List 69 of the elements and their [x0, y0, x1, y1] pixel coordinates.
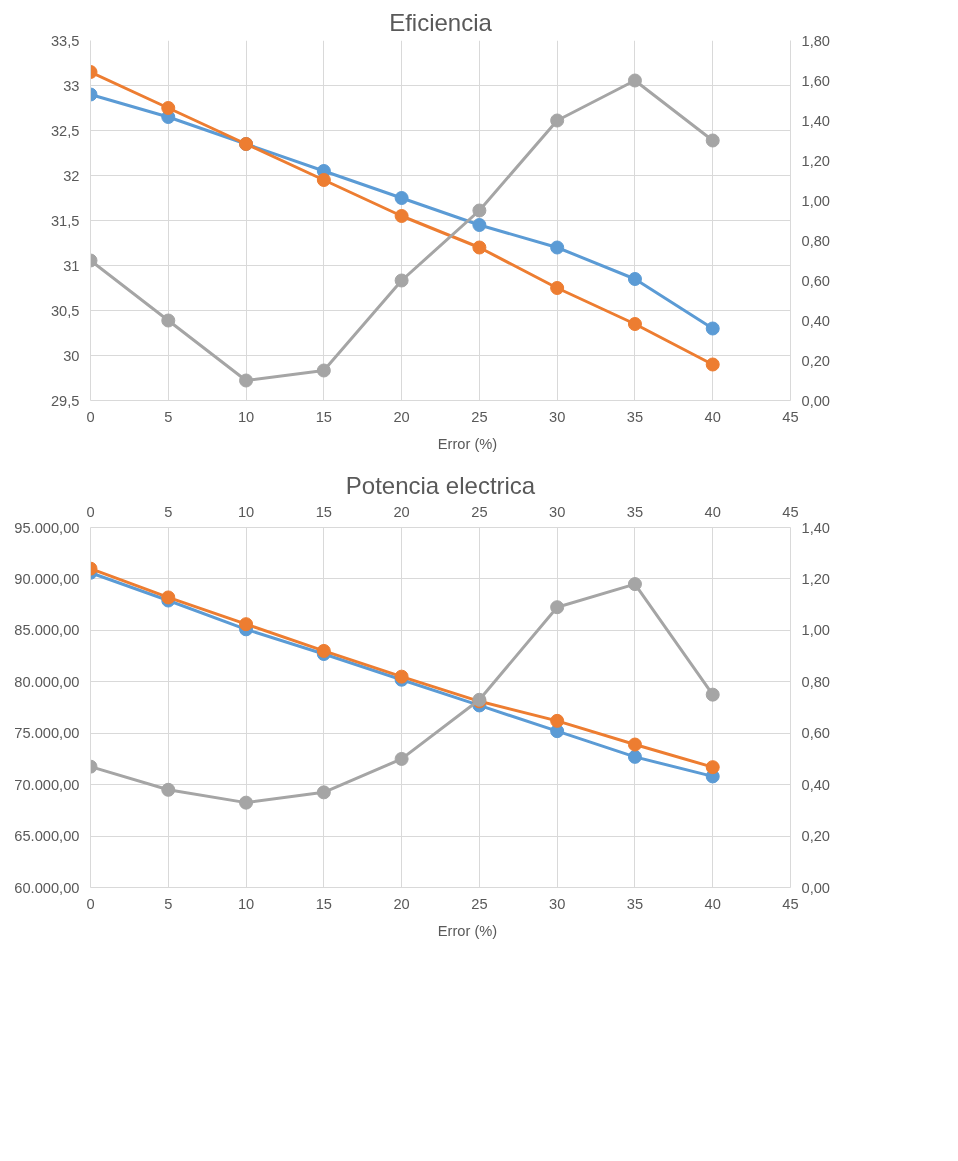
y-tick-label: 33	[63, 77, 80, 94]
x2-tick-label: 20	[393, 895, 410, 912]
x-tick-label: 5	[164, 408, 173, 425]
x2-tick-label: 35	[626, 895, 644, 912]
y-tick-label: 60.000,00	[14, 879, 80, 896]
y-tick-label: 32	[63, 167, 80, 184]
y-tick-label: 32,5	[50, 122, 80, 139]
y2-tick-label: 0,80	[801, 232, 831, 249]
y2-tick-label: 1,20	[801, 570, 831, 587]
x-tick-label: 45	[782, 503, 799, 520]
y2-tick-label: 0,40	[801, 776, 831, 793]
y-tick-label: 65.000,00	[14, 828, 80, 845]
y2-tick-label: 1,60	[801, 72, 831, 89]
x-tick-label: 25	[471, 503, 488, 520]
y2-tick-label: 0,00	[801, 392, 831, 409]
x2-tick-label: 5	[164, 895, 173, 912]
x-tick-label: 20	[393, 408, 410, 425]
x-tick-label: 5	[164, 503, 173, 520]
chart-title: Eficiencia	[389, 8, 493, 36]
x-tick-label: 35	[626, 408, 644, 425]
y-tick-label: 90.000,00	[14, 570, 80, 587]
x-tick-label: 10	[237, 503, 255, 520]
y2-tick-label: 0,00	[801, 879, 831, 896]
x-tick-label: 45	[782, 408, 799, 425]
x2-tick-label: 30	[549, 895, 566, 912]
y-tick-label: 80.000,00	[14, 673, 80, 690]
y2-tick-label: 1,80	[801, 32, 831, 49]
y-tick-label: 31,5	[50, 212, 80, 229]
x-tick-label: 10	[237, 408, 255, 425]
y-tick-label: 70.000,00	[14, 776, 80, 793]
x2-tick-label: 25	[471, 895, 488, 912]
y2-tick-label: 0,40	[801, 312, 831, 329]
x-tick-label: 15	[315, 408, 332, 425]
y2-tick-label: 1,40	[801, 519, 831, 536]
y2-tick-label: 0,60	[801, 725, 831, 742]
x-tick-label: 0	[86, 408, 95, 425]
x-tick-label: 15	[315, 503, 332, 520]
y-tick-label: 75.000,00	[14, 725, 80, 742]
x-tick-label: 40	[704, 503, 721, 520]
x2-tick-label: 40	[704, 895, 721, 912]
x2-tick-label: 45	[782, 895, 799, 912]
x-tick-label: 20	[393, 503, 410, 520]
y-tick-label: 33,5	[50, 32, 80, 49]
y2-tick-label: 1,00	[801, 622, 831, 639]
x-tick-label: 25	[471, 408, 488, 425]
y2-tick-label: 1,40	[801, 112, 831, 129]
x-tick-label: 30	[549, 503, 566, 520]
text: Error (%)	[437, 923, 498, 939]
text: Error (%)	[437, 436, 498, 452]
x2-tick-label: 0	[86, 895, 95, 912]
y-tick-label: 29,5	[50, 392, 80, 409]
y2-tick-label: 0,60	[801, 272, 831, 289]
x2-tick-label: 15	[315, 895, 332, 912]
chart-title: Potencia electrica	[345, 471, 536, 499]
y2-tick-label: 0,20	[801, 828, 831, 845]
y-tick-label: 85.000,00	[14, 622, 80, 639]
y-tick-label: 30	[63, 347, 80, 364]
y2-tick-label: 0,20	[801, 352, 831, 369]
y2-tick-label: 0,80	[801, 673, 831, 690]
y2-tick-label: 1,00	[801, 192, 831, 209]
y-tick-label: 31	[63, 257, 80, 274]
x-tick-label: 30	[549, 408, 566, 425]
x-tick-label: 35	[626, 503, 644, 520]
y-tick-label: 30,5	[50, 302, 80, 319]
x-tick-label: 40	[704, 408, 721, 425]
x-tick-label: 0	[86, 503, 95, 520]
y2-tick-label: 1,20	[801, 152, 831, 169]
x2-tick-label: 10	[237, 895, 255, 912]
y-tick-label: 95.000,00	[14, 519, 80, 536]
